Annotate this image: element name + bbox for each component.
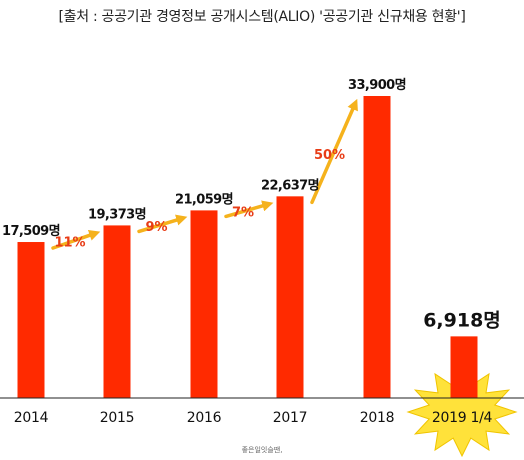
- growth-label: 11%: [54, 236, 85, 251]
- category-label: 2015: [100, 410, 134, 426]
- bar-2014: [17, 242, 45, 398]
- value-label: 22,637명: [261, 177, 319, 193]
- bar-2018: [363, 96, 391, 398]
- value-label: 33,900명: [348, 77, 406, 93]
- growth-label: 9%: [145, 220, 167, 235]
- source-caption: [출처 : 공공기관 경영정보 공개시스템(ALIO) '공공기관 신규채용 현…: [58, 9, 466, 25]
- value-label: 19,373명: [88, 206, 146, 222]
- value-label: 17,509명: [2, 223, 60, 239]
- value-label: 21,059명: [175, 191, 233, 207]
- category-label: 2018: [360, 410, 394, 426]
- growth-arrow: [310, 98, 358, 205]
- growth-label: 50%: [314, 148, 345, 163]
- bar-2019-1-4: [450, 336, 478, 398]
- value-label: 6,918명: [423, 309, 501, 331]
- growth-arrow: [137, 214, 188, 234]
- growth-arrow: [224, 200, 274, 219]
- highlight-starburst: [406, 366, 518, 458]
- category-label: 2019 1/4: [432, 410, 493, 426]
- category-label: 2014: [14, 410, 49, 426]
- bar-2015: [103, 225, 131, 398]
- bar-2016: [190, 210, 218, 398]
- watermark-text: 좋은일잇슬땐,: [241, 446, 283, 454]
- growth-arrow: [51, 229, 101, 250]
- growth-label: 7%: [232, 205, 254, 220]
- category-label: 2016: [187, 410, 222, 426]
- category-label: 2017: [273, 410, 307, 426]
- bar-2017: [276, 196, 304, 398]
